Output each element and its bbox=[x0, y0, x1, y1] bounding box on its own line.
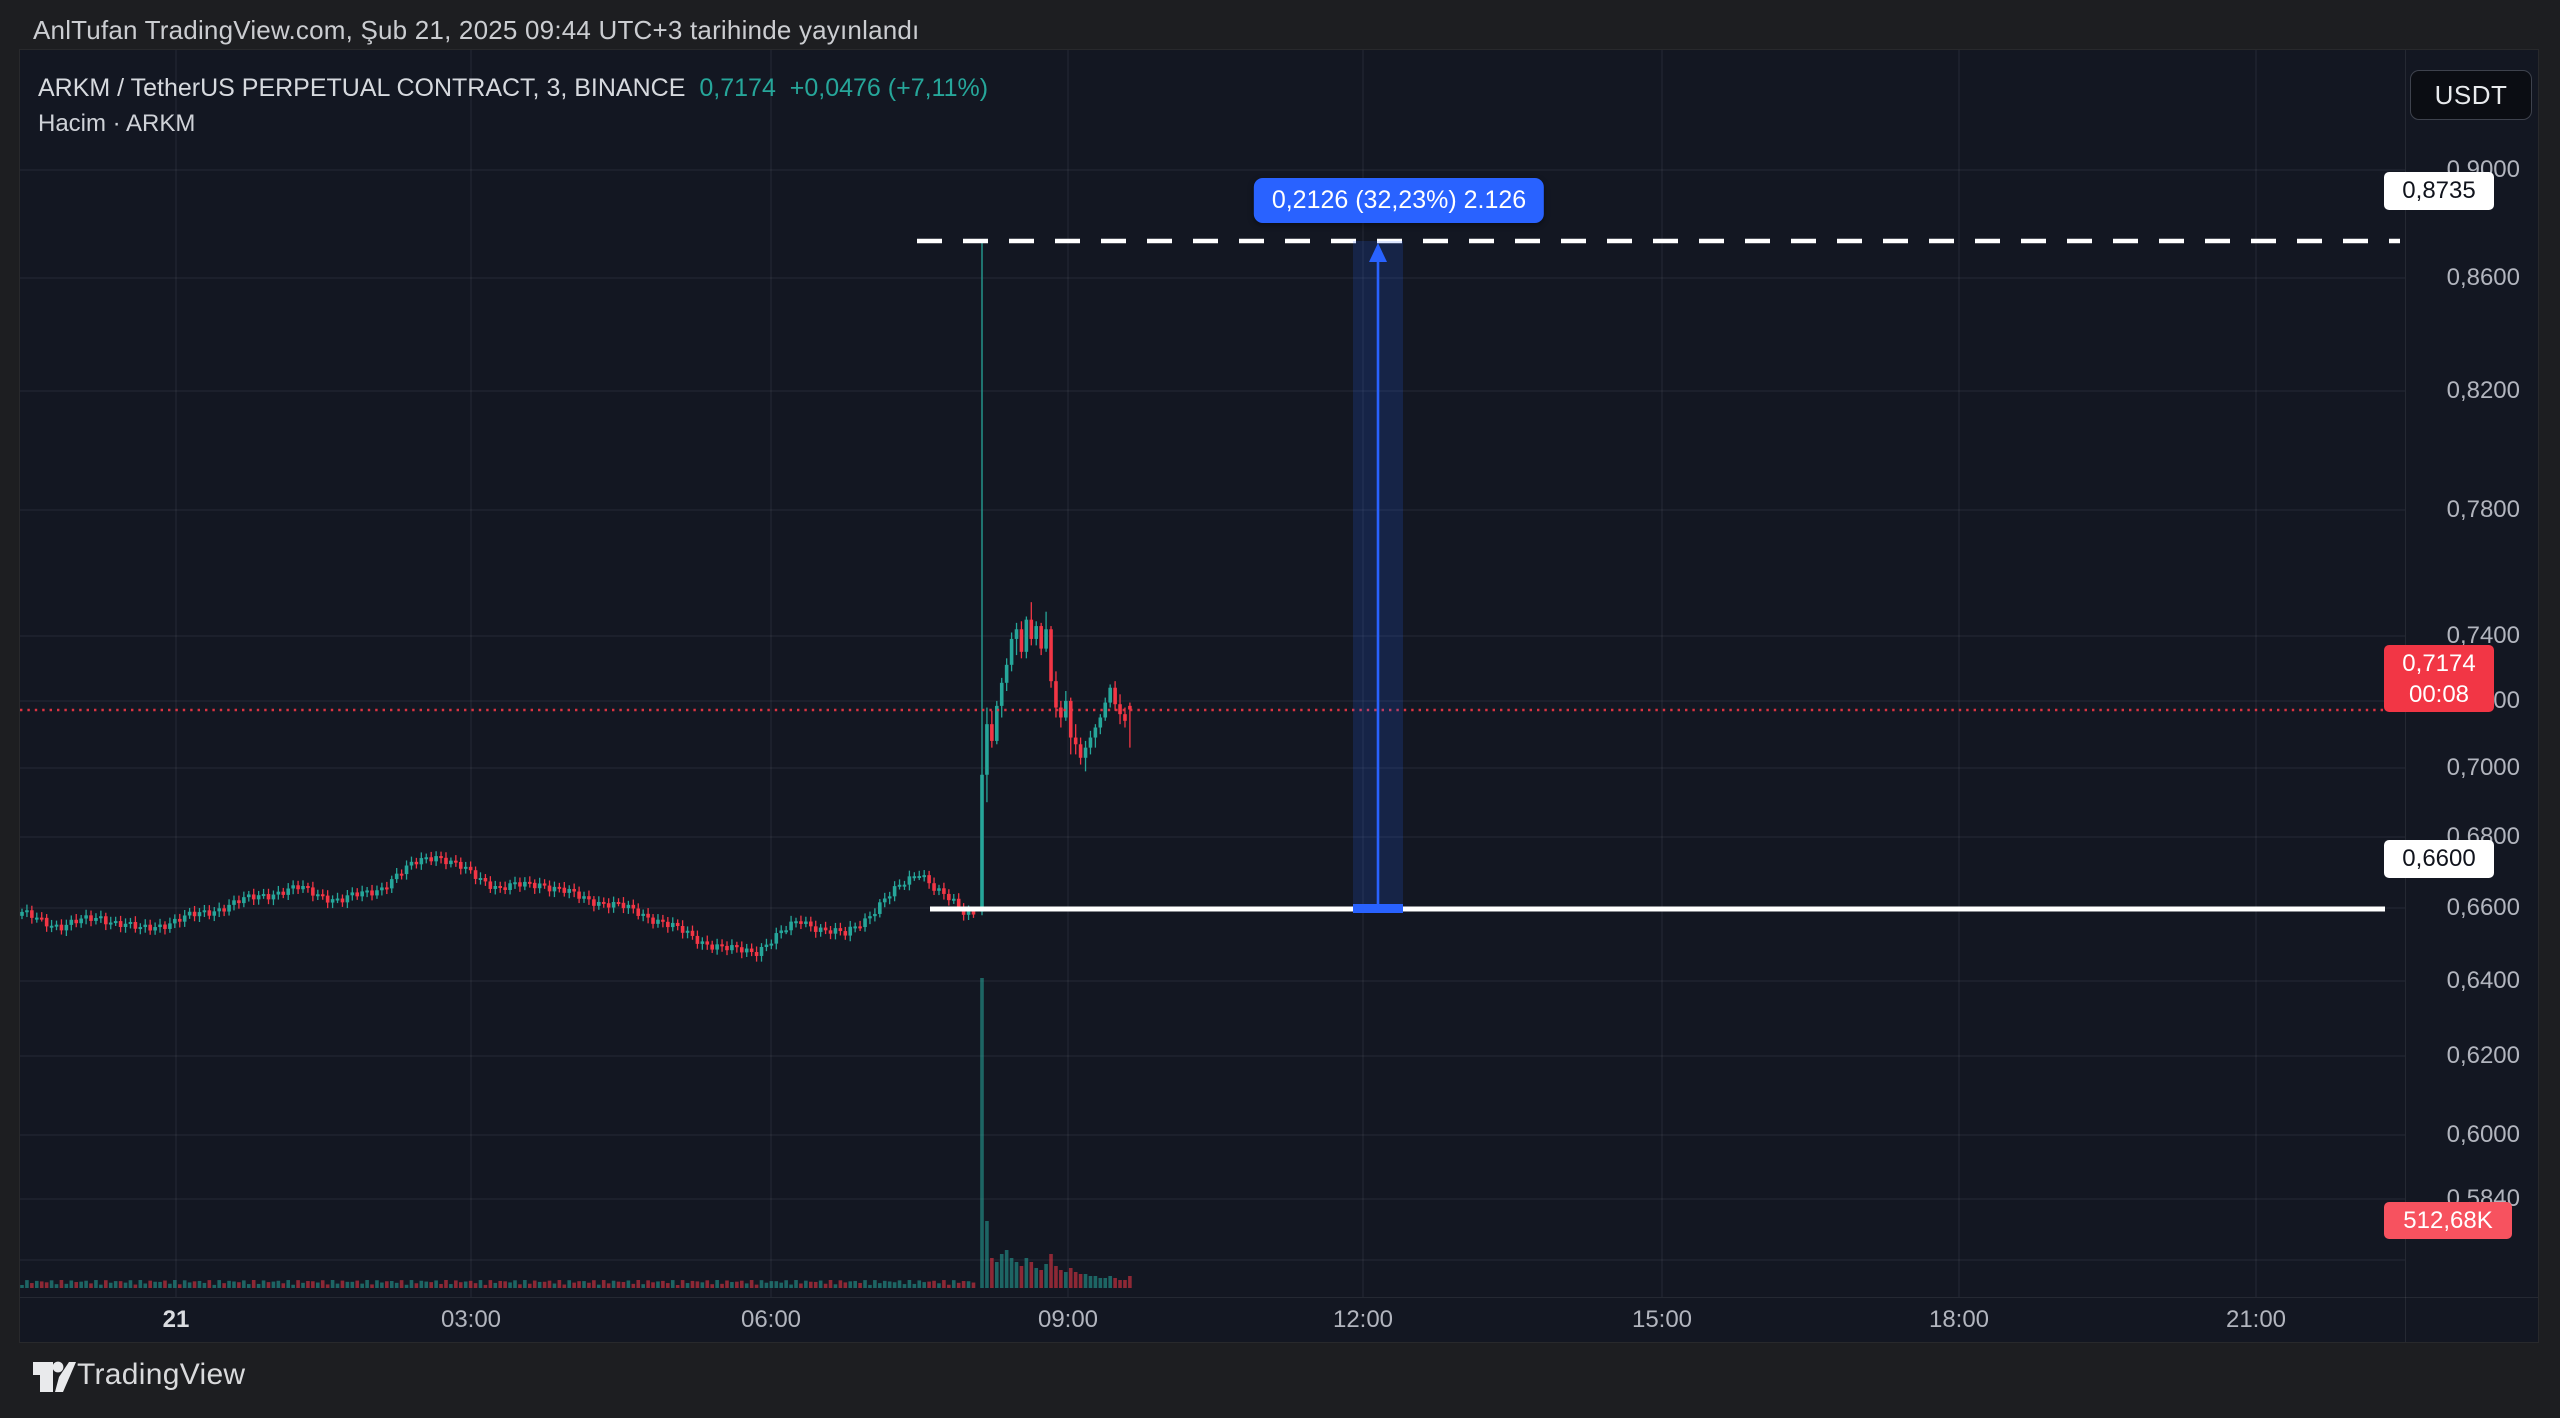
time-tick-label: 21 bbox=[162, 1306, 190, 1333]
volume-value-label: 512,68K bbox=[2384, 1202, 2512, 1239]
attribution-text: AnlTufan TradingView.com, Şub 21, 2025 0… bbox=[33, 15, 920, 45]
time-tick-label: 18:00 bbox=[1928, 1306, 1990, 1333]
currency-toggle-button[interactable]: USDT bbox=[2410, 70, 2532, 120]
time-axis-separator bbox=[20, 1297, 2538, 1298]
measure-tooltip[interactable]: 0,2126 (32,23%) 2.126 bbox=[1253, 178, 1545, 223]
chart-canvas[interactable] bbox=[20, 50, 2538, 1342]
price-tick-label: 0,8200 bbox=[2446, 377, 2520, 404]
price-tick-label: 0,7400 bbox=[2446, 622, 2520, 649]
legend-symbol-row[interactable]: ARKM / TetherUS PERPETUAL CONTRACT, 3, B… bbox=[38, 72, 988, 104]
symbol-title[interactable]: ARKM / TetherUS PERPETUAL CONTRACT, 3, B… bbox=[38, 74, 686, 102]
price-tick-label: 0,7000 bbox=[2446, 754, 2520, 781]
price-tick-label: 0,6000 bbox=[2446, 1121, 2520, 1148]
price-tick-label: 0,7800 bbox=[2446, 496, 2520, 523]
time-tick-label: 06:00 bbox=[740, 1306, 802, 1333]
chart-legend[interactable]: ARKM / TetherUS PERPETUAL CONTRACT, 3, B… bbox=[38, 72, 988, 140]
time-tick-label: 12:00 bbox=[1332, 1306, 1394, 1333]
attribution-bar: AnlTufan TradingView.com, Şub 21, 2025 0… bbox=[0, 0, 2560, 50]
time-tick-label: 09:00 bbox=[1037, 1306, 1099, 1333]
support-line-price-label: 0,6600 bbox=[2384, 840, 2494, 878]
time-tick-label: 15:00 bbox=[1631, 1306, 1693, 1333]
tradingview-brand-text[interactable]: TradingView bbox=[77, 1358, 246, 1391]
legend-last-price: 0,7174 bbox=[699, 74, 776, 102]
bar-countdown: 00:08 bbox=[2408, 680, 2470, 708]
time-tick-label: 21:00 bbox=[2225, 1306, 2287, 1333]
price-tick-label: 0,6200 bbox=[2446, 1042, 2520, 1069]
price-tick-label: 0,6600 bbox=[2446, 894, 2520, 921]
dashed-line-price-label: 0,8735 bbox=[2384, 172, 2494, 210]
tradingview-logo-icon[interactable] bbox=[31, 1356, 77, 1398]
legend-change: +0,0476 (+7,11%) bbox=[789, 74, 989, 102]
last-price-label: 0,7174 00:08 bbox=[2384, 645, 2494, 712]
footer-bar: TradingView bbox=[0, 1342, 2560, 1418]
legend-volume-row[interactable]: Hacim · ARKM bbox=[38, 110, 196, 137]
chart-panel[interactable]: ARKM / TetherUS PERPETUAL CONTRACT, 3, B… bbox=[20, 50, 2538, 1342]
last-price-value: 0,7174 bbox=[2402, 649, 2476, 677]
price-tick-label: 0,6400 bbox=[2446, 967, 2520, 994]
price-tick-label: 0,8600 bbox=[2446, 264, 2520, 291]
time-tick-label: 03:00 bbox=[440, 1306, 502, 1333]
